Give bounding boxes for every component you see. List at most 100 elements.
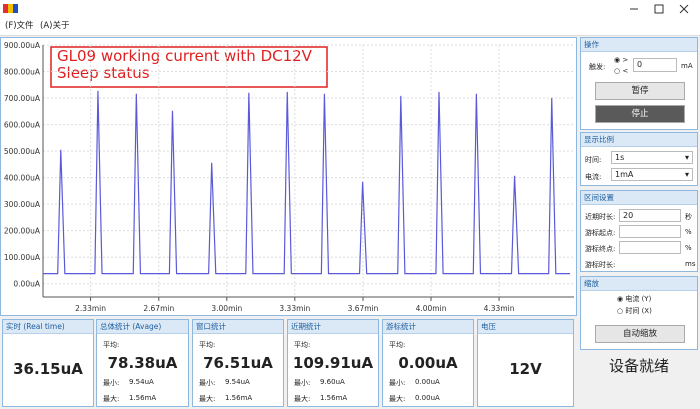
y-tick-label: 600.00uA bbox=[4, 121, 41, 130]
stat-box: 电压 12V bbox=[477, 319, 574, 407]
y-tick-label: 0.00uA bbox=[13, 280, 40, 289]
unit: % bbox=[685, 244, 692, 252]
stat-label: 平均: bbox=[199, 341, 216, 349]
x-tick-label: 2.67min bbox=[143, 304, 174, 313]
stat-value: 36.15uA bbox=[13, 360, 83, 378]
stat-label: 平均: bbox=[389, 341, 406, 349]
stat-title: 总体统计 (Avage) bbox=[97, 320, 188, 334]
time-select[interactable]: 1s ▾ bbox=[611, 151, 693, 164]
stat-label: 最大: bbox=[199, 395, 216, 403]
label: 近期时长: bbox=[585, 213, 616, 221]
trigger-input[interactable]: 0 bbox=[633, 58, 677, 72]
radio-y[interactable]: ◉ 电流 (Y) bbox=[617, 295, 652, 303]
stat-label: 最小: bbox=[103, 379, 120, 387]
stat-label: 最大: bbox=[389, 395, 406, 403]
stat-title: 实时 (Real time) bbox=[3, 320, 93, 334]
stat-average: 109.91uA bbox=[292, 354, 374, 372]
unit: 秒 bbox=[685, 213, 692, 221]
stat-value: 1.56mA bbox=[129, 394, 157, 402]
stat-title: 窗口统计 bbox=[193, 320, 283, 334]
stat-average: 78.38uA bbox=[107, 354, 178, 372]
radio-lt[interactable]: ○ < bbox=[614, 67, 629, 75]
stat-label: 最大: bbox=[294, 395, 311, 403]
stat-value: 9.54uA bbox=[225, 378, 250, 386]
x-tick-label: 3.00min bbox=[211, 304, 242, 313]
x-tick-label: 4.00min bbox=[416, 304, 447, 313]
y-tick-label: 100.00uA bbox=[4, 253, 41, 262]
menu-file[interactable]: (F)文件 bbox=[5, 21, 34, 31]
stat-label: 最小: bbox=[389, 379, 406, 387]
stat-box: 游标统计平均: 0.00uA 最小: 0.00uA 最大: 0.00uA bbox=[382, 319, 474, 407]
label: < bbox=[622, 67, 629, 75]
annotation-box bbox=[50, 46, 328, 88]
unit: % bbox=[685, 228, 692, 236]
radio-gt[interactable]: ◉ > bbox=[614, 56, 629, 64]
y-tick-label: 400.00uA bbox=[4, 174, 41, 183]
label: 时间: bbox=[585, 156, 602, 164]
stat-title: 游标统计 bbox=[383, 320, 473, 334]
stop-button[interactable]: 停止 bbox=[595, 105, 685, 123]
y-tick-label: 900.00uA bbox=[4, 41, 41, 50]
label: 游标终点: bbox=[585, 245, 616, 253]
pause-button[interactable]: 暂停 bbox=[595, 82, 685, 100]
stat-value: 0.00uA bbox=[415, 394, 440, 402]
y-tick-label: 500.00uA bbox=[4, 147, 41, 156]
label: 游标起点: bbox=[585, 229, 616, 237]
stat-value: 9.60uA bbox=[320, 378, 345, 386]
range-group: 区间设置 近期时长: 20 秒 游标起点: % 游标终点: % 游标时长: ms bbox=[580, 190, 698, 272]
unit: ms bbox=[685, 260, 696, 268]
stat-label: 最大: bbox=[103, 395, 120, 403]
stat-value: 1.56mA bbox=[225, 394, 253, 402]
start-input[interactable] bbox=[619, 225, 681, 238]
current-select[interactable]: 1mA ▾ bbox=[611, 168, 693, 181]
stat-value: 9.54uA bbox=[129, 378, 154, 386]
group-title: 显示比例 bbox=[581, 133, 697, 147]
stat-title: 近期统计 bbox=[288, 320, 378, 334]
label: 电流: bbox=[585, 173, 602, 181]
scale-group: 显示比例 时间: 1s ▾ 电流: 1mA ▾ bbox=[580, 132, 698, 186]
y-tick-label: 700.00uA bbox=[4, 94, 41, 103]
auto-zoom-button[interactable]: 自动缩放 bbox=[595, 325, 685, 343]
y-tick-label: 200.00uA bbox=[4, 227, 41, 236]
stat-average: 0.00uA bbox=[398, 354, 458, 372]
y-tick-label: 300.00uA bbox=[4, 200, 41, 209]
x-tick-label: 3.67min bbox=[348, 304, 379, 313]
x-tick-label: 2.33min bbox=[75, 304, 106, 313]
unit: mA bbox=[681, 62, 693, 70]
title-bar bbox=[0, 0, 700, 18]
y-tick-label: 800.00uA bbox=[4, 68, 41, 77]
menu-about[interactable]: (A)关于 bbox=[40, 21, 70, 31]
stat-box: 实时 (Real time) 36.15uA bbox=[2, 319, 94, 407]
stat-value: 1.56mA bbox=[320, 394, 348, 402]
title-icons bbox=[3, 4, 689, 14]
chart: GL09 working current with DC12V Sleep st… bbox=[0, 37, 577, 316]
stat-box: 窗口统计平均: 76.51uA 最小: 9.54uA 最大: 1.56mA bbox=[192, 319, 284, 407]
stat-average: 76.51uA bbox=[203, 354, 273, 372]
stat-label: 最小: bbox=[199, 379, 216, 387]
series-line bbox=[43, 90, 570, 275]
group-title: 操作 bbox=[581, 38, 697, 52]
stat-label: 平均: bbox=[294, 341, 311, 349]
stat-box: 总体统计 (Avage) 平均: 78.38uA 最小: 9.54uA 最大: 1.56mA bbox=[96, 319, 189, 407]
stat-title: 电压 bbox=[478, 320, 573, 334]
label: 时间 (X) bbox=[625, 307, 652, 315]
recent-input[interactable]: 20 bbox=[619, 209, 681, 222]
label: 游标时长: bbox=[585, 261, 616, 269]
label: 触发: bbox=[589, 63, 606, 71]
stat-value: 12V bbox=[509, 360, 542, 378]
stat-value: 0.00uA bbox=[415, 378, 440, 386]
operate-group: 操作 触发: ◉ > ○ < 0 mA 暂停 停止 bbox=[580, 37, 698, 130]
zoom-group: 缩放 ◉ 电流 (Y) ○ 时间 (X) 自动缩放 bbox=[580, 276, 698, 350]
group-title: 缩放 bbox=[581, 277, 697, 291]
x-tick-label: 4.33min bbox=[484, 304, 515, 313]
stat-label: 平均: bbox=[103, 341, 120, 349]
group-title: 区间设置 bbox=[581, 191, 697, 205]
x-tick-label: 3.33min bbox=[279, 304, 310, 313]
label: > bbox=[622, 56, 629, 64]
end-input[interactable] bbox=[619, 241, 681, 254]
value: 1mA bbox=[615, 170, 634, 179]
stat-label: 最小: bbox=[294, 379, 311, 387]
annotation: Sleep status bbox=[57, 64, 150, 82]
radio-x[interactable]: ○ 时间 (X) bbox=[617, 307, 652, 315]
